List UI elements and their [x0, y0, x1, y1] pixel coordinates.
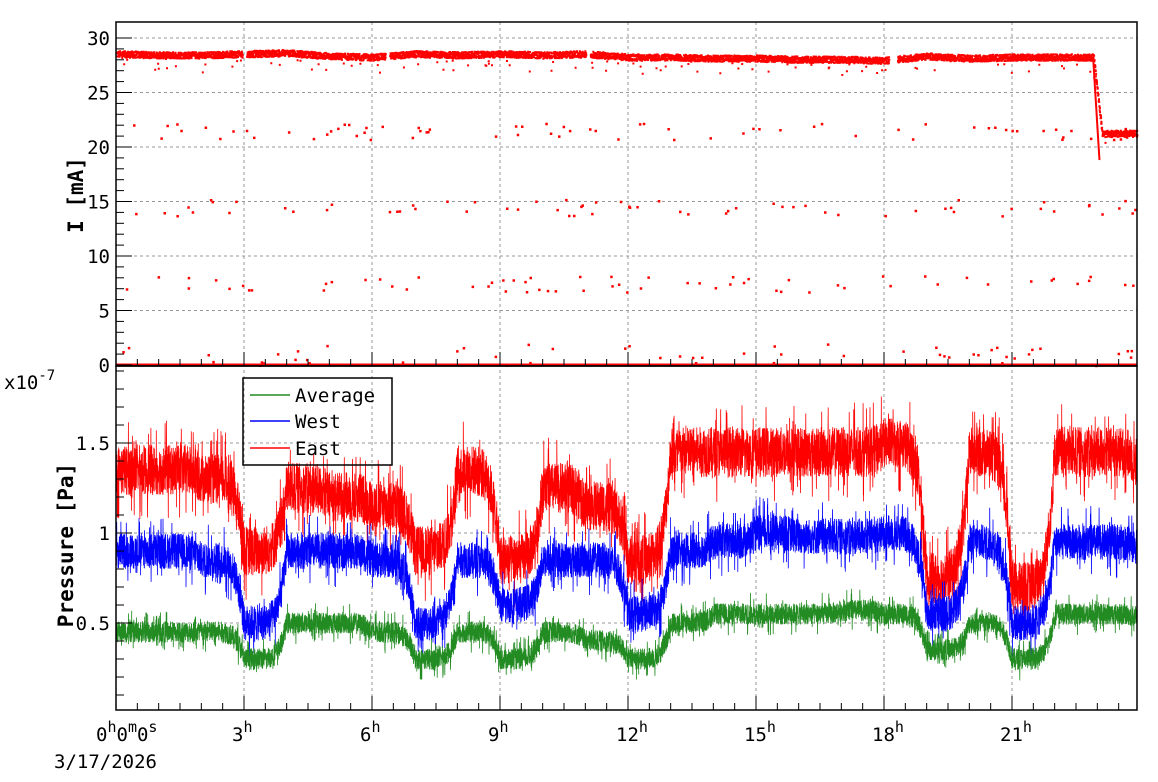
x-tick-label: 15h — [744, 718, 776, 746]
x-tick-label: 3h — [232, 718, 252, 746]
legend-label-east: East — [295, 438, 341, 460]
y-tick-label-current: 5 — [99, 301, 110, 323]
y-tick-label-pressure: 1 — [99, 523, 110, 545]
series-average-line — [115, 588, 1137, 681]
y-tick-label-pressure: 1.5 — [76, 433, 110, 455]
series-current-points — [116, 49, 1139, 368]
y-tick-label-current: 15 — [87, 192, 110, 214]
y-tick-label-current: 20 — [87, 137, 110, 159]
legend-label-west: West — [295, 411, 341, 433]
y-tick-label-pressure: 0.5 — [76, 613, 110, 635]
axis-ticks: 3h 6h 9h 12h 15h 18h 21h 0 5 10 15 20 25 30 0.5 1 1.5 — [76, 28, 1120, 746]
y-axis-label-pressure: Pressure [Pa] — [54, 463, 78, 627]
pressure-plot — [115, 396, 1137, 681]
y-tick-label-current: 30 — [87, 28, 110, 50]
x-tick-label: 18h — [872, 718, 904, 746]
top-frame — [115, 21, 1138, 367]
y-tick-label-current: 0 — [99, 355, 110, 377]
series-current-drop — [1092, 56, 1101, 161]
x-origin-label: 0h0m0s 3/17/2026 — [54, 718, 157, 773]
series-east-line — [115, 396, 1137, 636]
current-plot — [116, 49, 1139, 368]
y-tick-label-current: 10 — [87, 246, 110, 268]
x-tick-label: 12h — [616, 718, 648, 746]
series-west-line — [115, 497, 1137, 658]
x-tick-label: 21h — [1000, 718, 1032, 746]
svg-text:0h0m0s: 0h0m0s — [96, 718, 157, 746]
legend: Average West East — [242, 377, 393, 466]
y-tick-label-current: 25 — [87, 83, 110, 105]
x-tick-label: 9h — [488, 718, 508, 746]
x-tick-label: 6h — [360, 718, 380, 746]
legend-label-average: Average — [295, 385, 375, 407]
y-multiplier: x10-7 — [4, 368, 55, 394]
x-origin-date: 3/17/2026 — [54, 751, 157, 773]
y-axis-label-current: I [mA] — [64, 157, 88, 233]
bottom-frame — [115, 365, 1138, 711]
